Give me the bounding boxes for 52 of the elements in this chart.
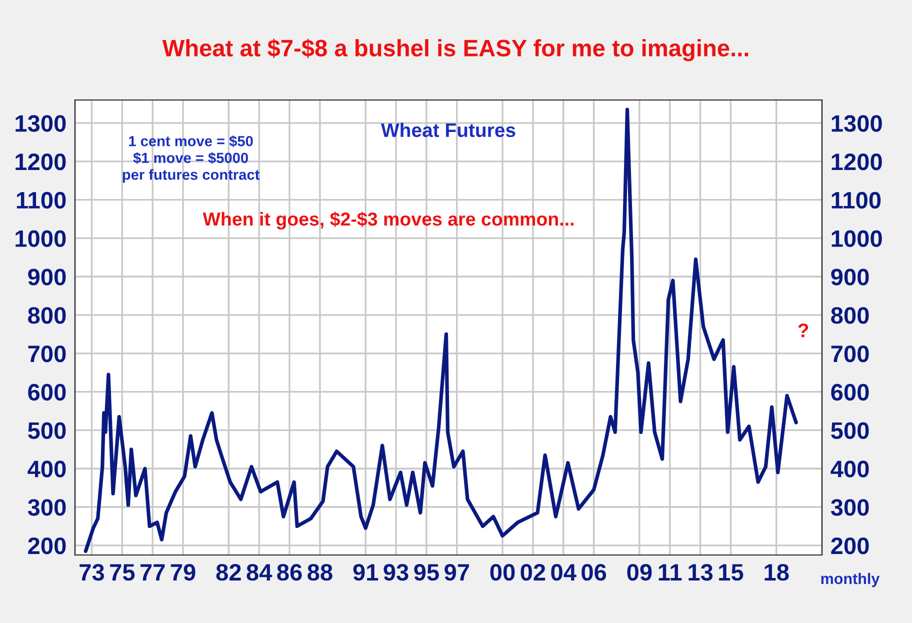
annotation: 1 cent move = $50 $1 move = $5000 per futures contract	[122, 135, 260, 183]
annotation: Wheat Futures	[381, 122, 516, 138]
y2-tick-label: 200	[831, 537, 869, 554]
x-tick-label: 75	[110, 564, 135, 581]
text: monthly	[821, 572, 880, 588]
y-tick-label: 200	[28, 537, 66, 554]
line-series	[84, 108, 798, 553]
x-tick-label: 00	[490, 564, 515, 581]
y-tick-label: 800	[28, 307, 66, 324]
y-tick-label: 600	[28, 384, 66, 401]
x-tick-label: 82	[216, 564, 241, 581]
y2-tick-label: 1000	[832, 230, 882, 248]
y-tick-label: 400	[28, 460, 66, 478]
y-tick-label: 300	[28, 499, 66, 516]
x-tick-label: 06	[582, 564, 606, 581]
y-tick-label: 1300	[16, 115, 66, 132]
annotation: ?	[798, 324, 808, 338]
y2-tick-label: 300	[830, 499, 869, 516]
y2-tick-label: 500	[831, 422, 869, 439]
x-tick-label: 84	[246, 564, 272, 581]
x-tick-label: 97	[444, 564, 469, 581]
y2-tick-label: 900	[831, 268, 869, 286]
x-tick-label: 02	[520, 564, 546, 581]
x-tick-label: 13	[688, 564, 713, 581]
y-tick-label: 900	[28, 268, 66, 286]
y-tick-label: 700	[28, 345, 66, 362]
x-tick-label: 91	[353, 564, 378, 581]
x-tick-label: 11	[658, 564, 682, 580]
x-tick-label: 09	[627, 564, 652, 581]
chart-title: Wheat at $7-$8 a bushel is EASY for me to imagine...	[162, 38, 748, 62]
x-tick-label: 95	[414, 564, 439, 581]
annotation: When it goes, $2-$3 moves are common...	[202, 212, 574, 230]
x-tick-label: 86	[277, 564, 302, 581]
y2-tick-label: 1100	[832, 192, 881, 209]
y2-tick-label: 400	[830, 460, 869, 478]
y2-tick-label: 800	[831, 307, 869, 324]
y-tick-label: 500	[28, 422, 66, 439]
y-tick-label: 1000	[16, 230, 66, 248]
x-tick-label: 88	[308, 564, 332, 581]
x-tick-label: 93	[384, 564, 408, 581]
y2-tick-label: 700	[831, 345, 869, 362]
y2-tick-label: 600	[831, 384, 869, 401]
y-tick-label: 1100	[16, 192, 66, 209]
x-tick-label: 79	[170, 564, 196, 581]
x-tick-label: 04	[551, 564, 576, 581]
x-tick-label: 18	[764, 564, 789, 581]
x-tick-label: 73	[80, 564, 104, 581]
y2-tick-label: 1300	[832, 115, 882, 132]
y2-tick-label: 1200	[832, 154, 882, 170]
x-tick-label: 15	[719, 564, 744, 581]
x-tick-label: 77	[140, 564, 165, 580]
y-tick-label: 1200	[16, 154, 66, 170]
